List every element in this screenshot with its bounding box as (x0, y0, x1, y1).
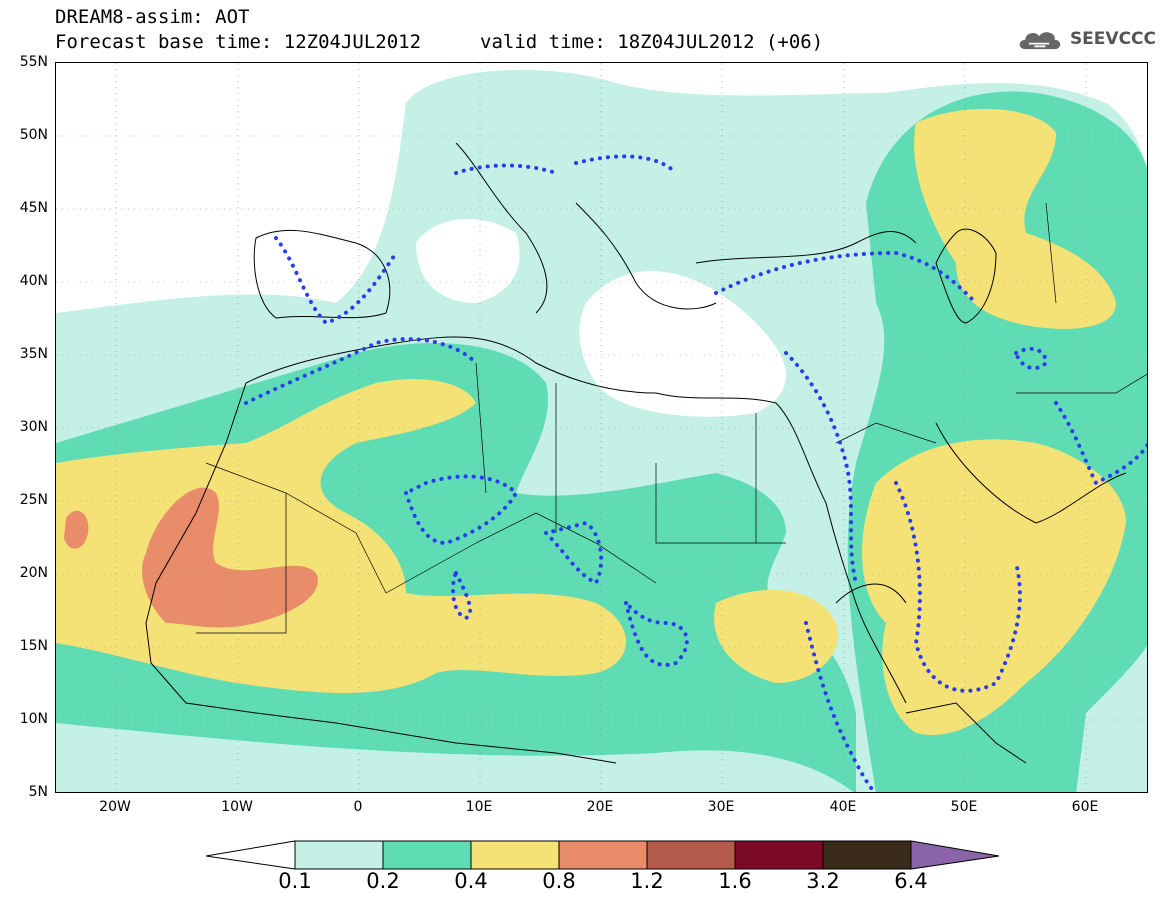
borders (196, 202, 1147, 634)
lat-label-45n: 45N (19, 200, 48, 216)
colorbar-bin-3 (470, 840, 560, 870)
lat-label-40n: 40N (19, 273, 48, 289)
colorbar-bin-4 (558, 840, 648, 870)
lon-label-20e: 20E (586, 799, 614, 815)
colorbar-bin-1 (294, 840, 384, 870)
lon-label-60e: 60E (1071, 799, 1099, 815)
lat-label-50n: 50N (19, 127, 48, 143)
lat-label-55n: 55N (19, 54, 48, 70)
seevccc-logo: SEEVCCC (1016, 22, 1156, 56)
aot-map (56, 63, 1147, 792)
lat-label-30n: 30N (19, 419, 48, 435)
colorbar-label-0.8: 0.8 (542, 869, 576, 893)
contour-band-0.8 (142, 487, 318, 628)
lon-label-30e: 30E (707, 799, 735, 815)
lat-label-5n: 5N (28, 784, 48, 800)
coastlines (145, 142, 1127, 764)
dotted-contours (244, 154, 1147, 792)
colorbar-bin-2 (382, 840, 472, 870)
lon-label-10e: 10E (465, 799, 493, 815)
valid-time: valid time: 18Z04JUL2012 (+06) (480, 31, 824, 53)
colorbar-label-0.2: 0.2 (366, 869, 400, 893)
lon-label-0: 0 (353, 799, 363, 815)
colorbar-label-0.1: 0.1 (278, 869, 312, 893)
lon-label-40e: 40E (829, 799, 857, 815)
colorbar-bin-6 (734, 840, 824, 870)
clear-area-eastmed (579, 270, 786, 417)
map-area (55, 62, 1148, 793)
logo-text: SEEVCCC (1069, 29, 1156, 49)
cloud-icon (1019, 32, 1061, 50)
lat-label-15n: 15N (19, 638, 48, 654)
colorbar-label-1.2: 1.2 (630, 869, 664, 893)
colorbar-label-0.4: 0.4 (454, 869, 488, 893)
lat-label-25n: 25N (19, 492, 48, 508)
colorbar-label-1.6: 1.6 (718, 869, 752, 893)
lat-label-35n: 35N (19, 346, 48, 362)
lon-label-10w: 10W (221, 799, 253, 815)
lon-label-20w: 20W (99, 799, 131, 815)
lon-label-50e: 50E (950, 799, 978, 815)
colorbar-bin-5 (646, 840, 736, 870)
colorbar-low-arrow (205, 840, 296, 870)
forecast-base-time: Forecast base time: 12Z04JUL2012 (55, 31, 422, 53)
lat-label-20n: 20N (19, 565, 48, 581)
lat-label-10n: 10N (19, 711, 48, 727)
colorbar (205, 840, 1000, 870)
graticule (56, 63, 1147, 792)
map-title: DREAM8-assim: AOT (55, 6, 250, 28)
colorbar-label-6.4: 6.4 (894, 869, 928, 893)
colorbar-label-3.2: 3.2 (806, 869, 840, 893)
colorbar-high-arrow (910, 840, 1000, 870)
colorbar-bin-7 (822, 840, 912, 870)
clear-area-med (416, 219, 520, 303)
